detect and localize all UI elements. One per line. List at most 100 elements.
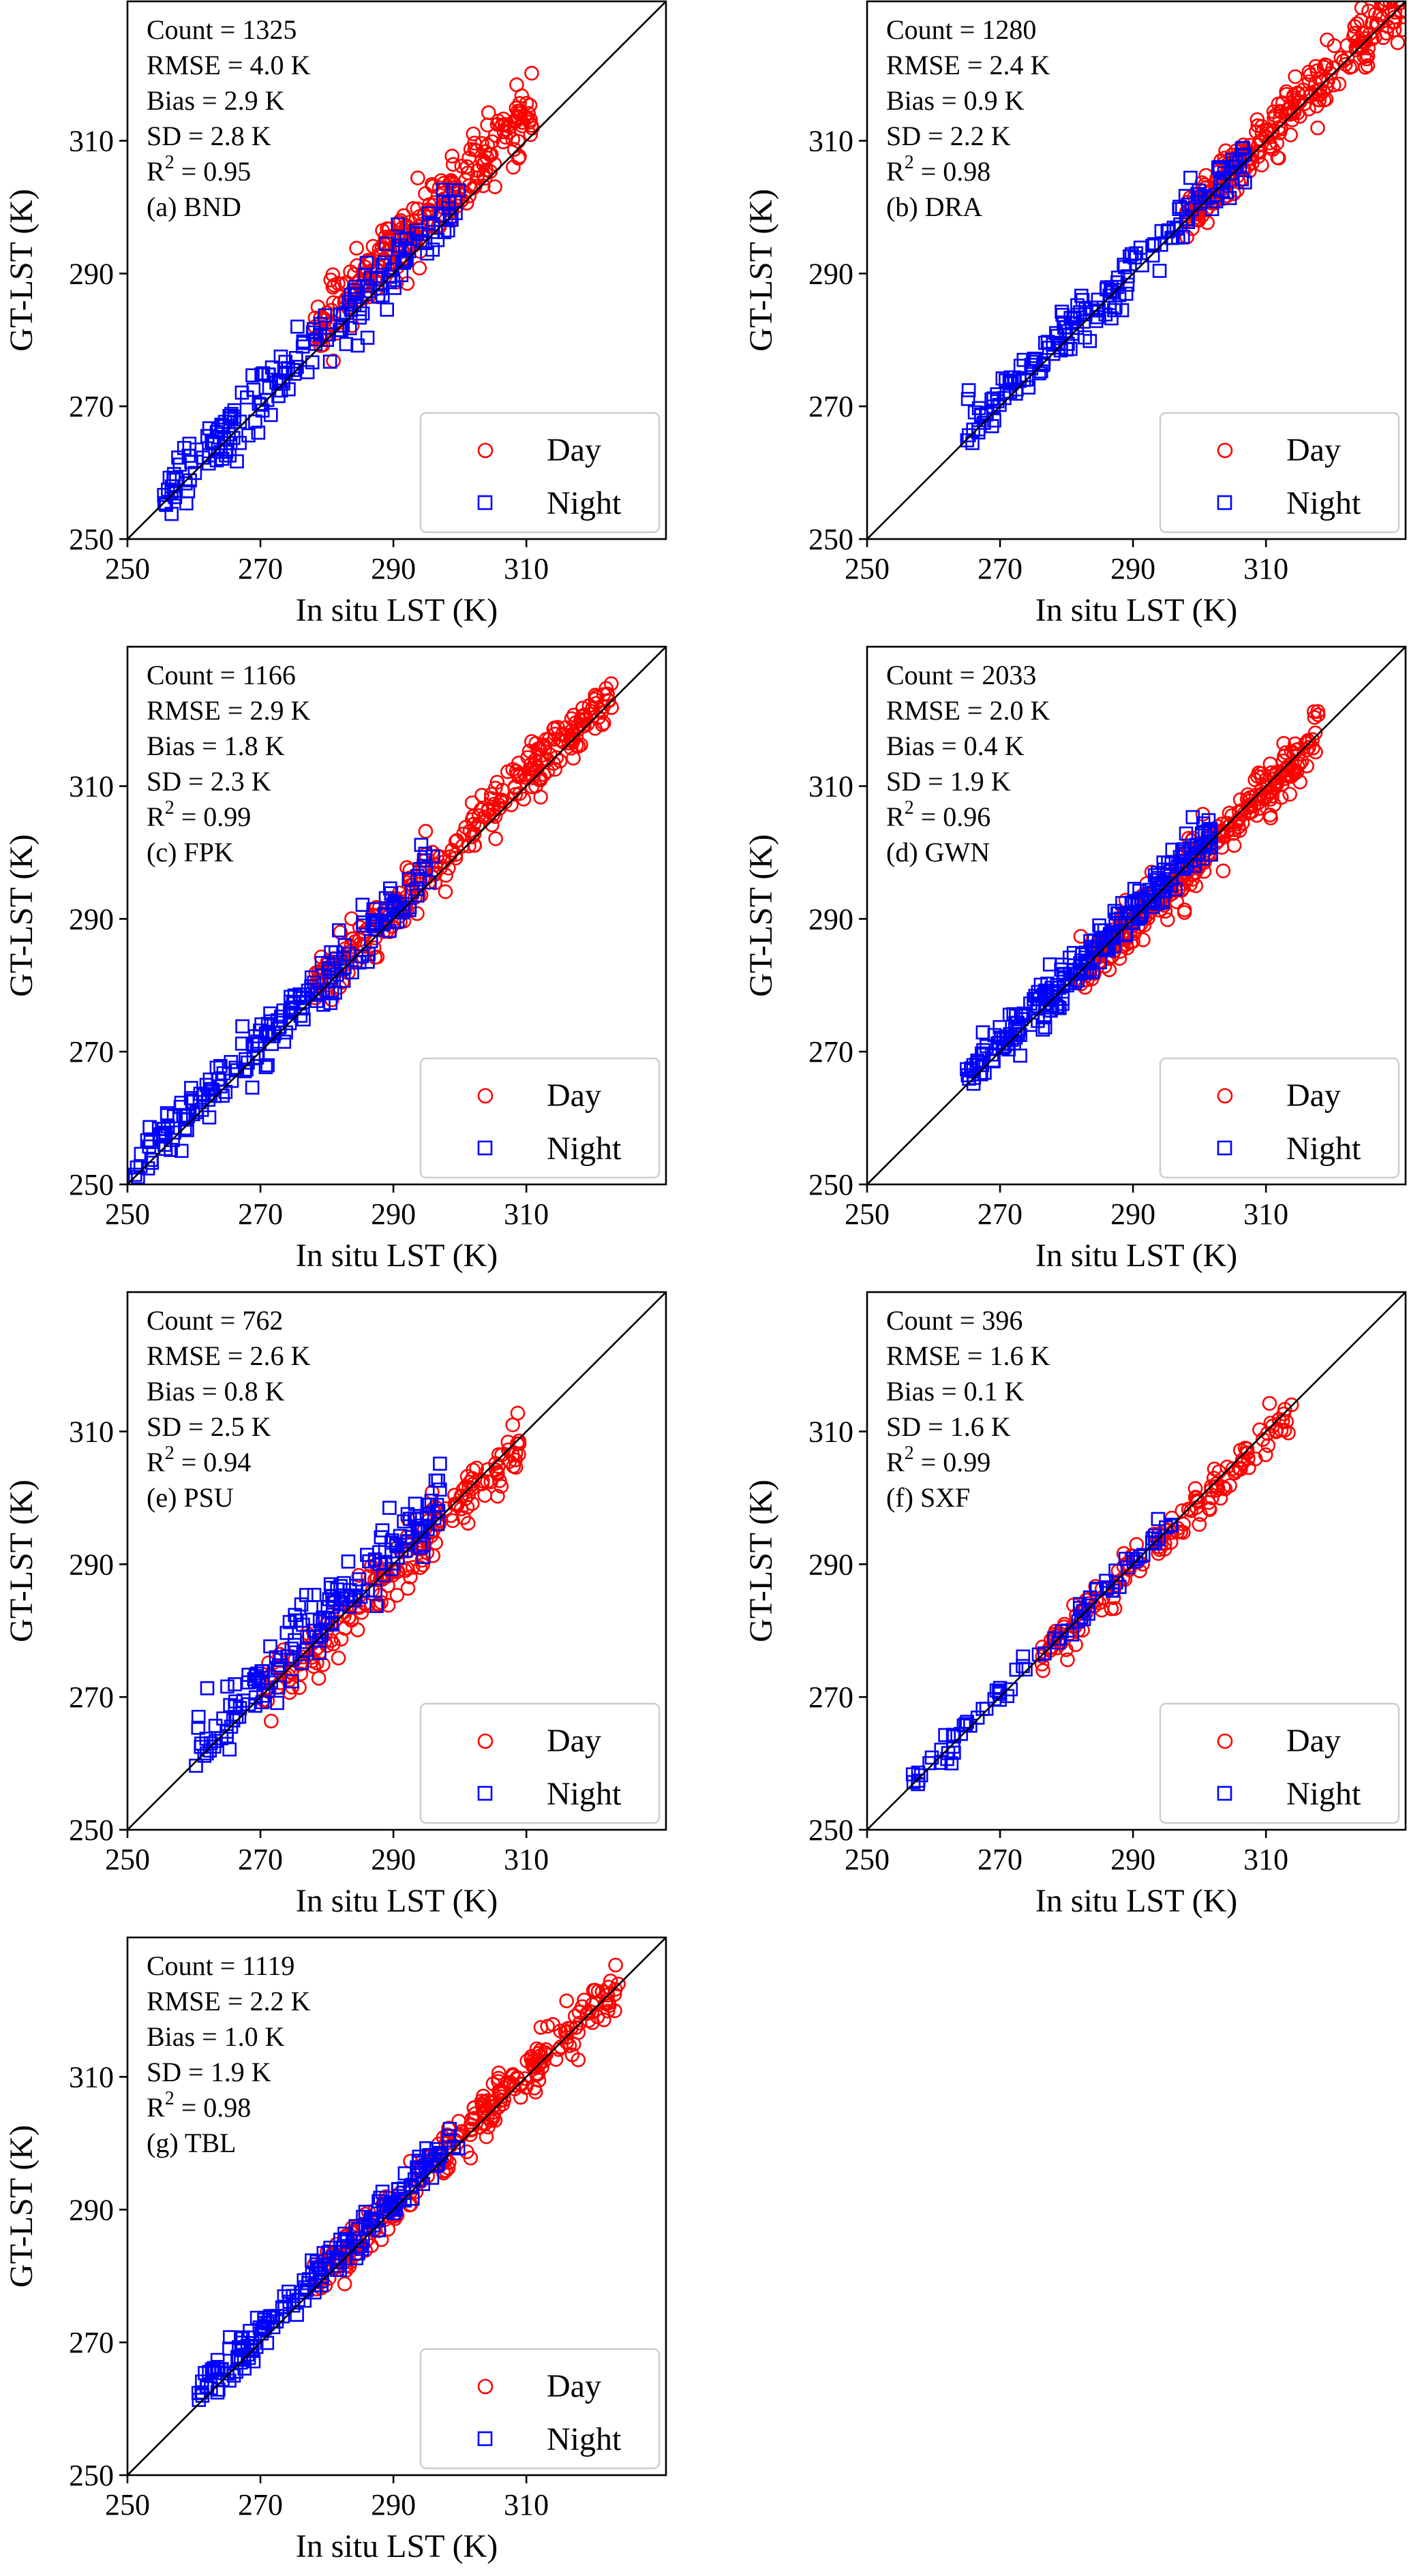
day-point xyxy=(581,2004,597,2019)
day-point xyxy=(438,884,453,900)
day-point xyxy=(464,2111,480,2127)
night-point xyxy=(1179,826,1194,841)
night-point xyxy=(922,1755,937,1770)
day-point xyxy=(1254,125,1270,140)
night-point xyxy=(131,1169,145,1184)
night-point xyxy=(1065,1627,1080,1642)
stat-line: SD = 1.6 K xyxy=(886,1411,1011,1442)
night-point xyxy=(977,416,991,430)
night-point xyxy=(271,388,286,403)
day-point xyxy=(477,1488,493,1503)
night-point xyxy=(378,236,393,251)
night-point xyxy=(290,319,305,334)
night-point xyxy=(293,1009,308,1023)
night-point xyxy=(292,987,307,1002)
night-point xyxy=(314,2263,328,2278)
night-point xyxy=(284,990,298,1005)
day-point xyxy=(487,127,503,143)
night-point xyxy=(248,414,262,429)
night-point xyxy=(237,1064,252,1079)
x-axis-label: In situ LST (K) xyxy=(1035,592,1237,628)
legend: Day Night xyxy=(1159,1057,1400,1179)
day-point xyxy=(1267,108,1283,123)
day-point xyxy=(1310,704,1326,719)
night-point xyxy=(324,1616,339,1630)
legend-night-marker xyxy=(1217,1785,1232,1801)
day-point xyxy=(1222,1478,1237,1493)
day-point xyxy=(1260,1426,1275,1441)
night-point xyxy=(1194,194,1209,209)
night-point xyxy=(1107,303,1121,318)
night-point xyxy=(382,881,397,895)
day-point xyxy=(559,1993,575,2008)
day-point xyxy=(476,178,491,194)
night-point xyxy=(1027,352,1041,366)
day-point xyxy=(1262,756,1278,771)
night-point xyxy=(216,419,230,433)
day-point xyxy=(608,1957,623,1973)
day-point xyxy=(524,65,539,81)
night-point xyxy=(1060,1623,1075,1638)
one-to-one-line xyxy=(127,1292,666,1830)
night-point xyxy=(329,951,344,966)
day-point xyxy=(596,2012,611,2027)
night-point xyxy=(1145,1535,1160,1550)
night-point xyxy=(1051,1635,1065,1650)
night-point xyxy=(1009,386,1023,401)
day-point xyxy=(1367,6,1383,22)
stat-line: Count = 762 xyxy=(147,1305,283,1336)
day-point xyxy=(360,1598,376,1613)
day-point xyxy=(510,767,525,782)
legend: Day Night xyxy=(419,1057,661,1179)
night-point xyxy=(339,305,354,320)
night-point xyxy=(1184,841,1198,856)
night-point xyxy=(446,2139,461,2154)
night-point xyxy=(253,1023,267,1038)
day-point xyxy=(399,1561,414,1576)
panel-label: (d) GWN xyxy=(886,837,990,868)
night-point xyxy=(328,985,342,1000)
night-point xyxy=(297,2293,312,2308)
night-point xyxy=(382,923,397,938)
night-point xyxy=(964,1061,979,1075)
day-point xyxy=(483,1474,499,1490)
y-tick-label: 250 xyxy=(808,1168,853,1201)
night-point xyxy=(160,1108,175,1122)
night-point xyxy=(363,271,378,286)
plot-frame xyxy=(866,645,1407,1186)
night-point xyxy=(295,1001,310,1016)
night-point xyxy=(378,255,392,270)
night-point xyxy=(181,1109,196,1123)
legend-box xyxy=(419,412,661,534)
day-point xyxy=(1068,1637,1083,1653)
night-point xyxy=(341,1554,356,1569)
night-point xyxy=(416,853,431,868)
night-point xyxy=(913,1768,928,1783)
y-tick-label: 270 xyxy=(808,1681,853,1714)
y-tick-label: 310 xyxy=(69,2061,114,2094)
night-point xyxy=(214,2362,228,2377)
night-point xyxy=(347,1593,361,1608)
night-point xyxy=(1177,861,1192,876)
night-point xyxy=(310,985,325,1000)
night-point xyxy=(299,1588,314,1602)
night-point xyxy=(307,1588,322,1602)
night-point xyxy=(414,2161,429,2175)
day-point xyxy=(502,2074,518,2090)
night-point xyxy=(989,1683,1004,1698)
day-point xyxy=(1367,29,1382,44)
day-point xyxy=(1307,725,1323,741)
day-point xyxy=(466,2100,482,2115)
day-point xyxy=(533,2020,549,2035)
legend-day-label: Day xyxy=(547,432,601,468)
legend-day-label: Day xyxy=(547,2368,601,2404)
night-point xyxy=(961,383,976,397)
y-axis-label: GT-LST (K) xyxy=(3,834,40,997)
y-tick-label: 310 xyxy=(69,125,114,158)
night-point xyxy=(421,1497,436,1512)
day-point xyxy=(1254,157,1269,172)
legend-box xyxy=(419,1702,661,1824)
day-point xyxy=(1326,77,1342,93)
night-point xyxy=(361,947,376,962)
